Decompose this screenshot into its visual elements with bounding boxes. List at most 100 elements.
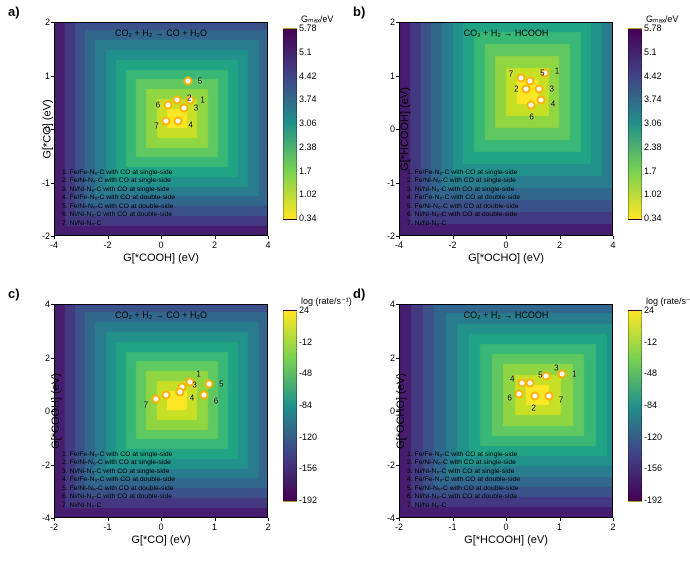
colorbar-tick: 2.38	[299, 142, 317, 152]
xtick-mark	[215, 518, 216, 521]
ytick: 0	[375, 406, 395, 416]
xtick: 0	[503, 522, 508, 532]
legend-row: 1. Fe/Fe-N₆-C with CO at single-side	[62, 451, 175, 459]
colorbar-tick: -48	[644, 368, 657, 378]
xtick-mark	[54, 236, 55, 239]
legend-c: 1. Fe/Fe-N₆-C with CO at single-side2. F…	[62, 451, 175, 510]
colorbar-b: Gₘₐₓ/eV 5.785.14.423.743.062.381.71.020.…	[628, 16, 684, 230]
legend-row: 4. Fe/Fe-N₆-C with CO at double-side	[407, 476, 520, 484]
colorbar-tick: -84	[299, 400, 312, 410]
colorbar-tick: -120	[644, 432, 662, 442]
colorbar-tick: -156	[644, 463, 662, 473]
xtick-mark	[161, 518, 162, 521]
legend-row: 4. Fe/Fe-N₆-C with CO at double-side	[407, 194, 520, 202]
ytick: -4	[375, 513, 395, 523]
plot-d-area: CO₂ + H₂ → HCOOH 1234567 G[*OCHO] (eV) G…	[399, 304, 613, 518]
plot-a-area: CO₂ + H₂ → CO + H₂O 1234567 G[*CO] (eV) …	[54, 22, 268, 236]
xtick-mark	[453, 518, 454, 521]
panel-b: b) CO₂ + H₂ → HCOOH 1234567 G[*HCOOH] (e…	[345, 0, 690, 282]
colorbar-tick: 4.42	[299, 71, 317, 81]
reaction-b: CO₂ + H₂ → HCOOH	[464, 28, 549, 38]
colorbar-c-grad	[283, 310, 297, 502]
ytick-mark	[51, 465, 54, 466]
ytick-mark	[396, 76, 399, 77]
colorbar-tick: 3.74	[299, 94, 317, 104]
xtick: -4	[50, 240, 58, 250]
xtick-mark	[613, 236, 614, 239]
ytick-mark	[51, 358, 54, 359]
colorbar-tick: -120	[299, 432, 317, 442]
ytick-mark	[51, 129, 54, 130]
legend-row: 5. Fe/Ni-N₆-C with CO at double-side	[62, 485, 175, 493]
ytick: 4	[30, 299, 50, 309]
ytick-mark	[396, 236, 399, 237]
xtick-mark	[108, 518, 109, 521]
ytick: -1	[375, 178, 395, 188]
colorbar-tick: 5.1	[299, 47, 312, 57]
ytick-mark	[396, 518, 399, 519]
legend-row: 7. Ni/Ni-N₆-C	[62, 502, 175, 510]
colorbar-tick: -156	[299, 463, 317, 473]
legend-row: 5. Fe/Ni-N₆-C with CO at double-side	[407, 485, 520, 493]
xtick: 1	[557, 522, 562, 532]
xtick-mark	[268, 518, 269, 521]
ytick: 2	[30, 353, 50, 363]
legend-row: 7. Ni/Ni-N₆-C	[407, 220, 520, 228]
xtick: 0	[158, 522, 163, 532]
ytick: -2	[30, 231, 50, 241]
legend-row: 1. Fe/Fe-N₆-C with CO at single-side	[407, 169, 520, 177]
panel-a-label: a)	[8, 4, 20, 19]
legend-row: 6. Ni/Ni-N₆-C with CO at double-side	[407, 211, 520, 219]
ytick-mark	[396, 183, 399, 184]
xtick-mark	[108, 236, 109, 239]
ytick-mark	[51, 411, 54, 412]
xtick: -1	[448, 522, 456, 532]
panel-d-label: d)	[353, 286, 365, 301]
xtick: 4	[265, 240, 270, 250]
xtick-mark	[399, 236, 400, 239]
legend-row: 5. Fe/Ni-N₆-C with CO at double-side	[407, 203, 520, 211]
ytick: 4	[375, 299, 395, 309]
ytick: 1	[375, 71, 395, 81]
xlabel-d: G[*HCOOH] (eV)	[464, 534, 548, 546]
colorbar-tick: -192	[644, 495, 662, 505]
colorbar-tick: 1.7	[299, 166, 312, 176]
colorbar-c: log (rate/s⁻¹) 24-12-48-84-120-156-192	[283, 298, 339, 512]
xlabel-a: G[*COOH] (eV)	[123, 252, 199, 264]
legend-row: 2. Fe/Ni-N₆-C with CO at single-side	[62, 177, 175, 185]
legend-row: 5. Fe/Ni-N₆-C with CO at double-side	[62, 203, 175, 211]
colorbar-tick: 0.34	[299, 213, 317, 223]
xtick-mark	[161, 236, 162, 239]
colorbar-d-grad	[628, 310, 642, 502]
legend-row: 3. Ni/Ni-N₆-C with CO at single-side	[407, 468, 520, 476]
xtick-mark	[506, 518, 507, 521]
colorbar-tick: 4.42	[644, 71, 662, 81]
ytick: -2	[30, 460, 50, 470]
ytick: 2	[375, 17, 395, 27]
xtick: 2	[557, 240, 562, 250]
xtick-mark	[506, 236, 507, 239]
xtick: -2	[395, 522, 403, 532]
ytick-mark	[51, 304, 54, 305]
legend-row: 2. Fe/Ni-N₆-C with CO at single-side	[407, 177, 520, 185]
legend-row: 1. Fe/Fe-N₆-C with CO at single-side	[407, 451, 520, 459]
colorbar-tick: 5.78	[299, 23, 317, 33]
panel-a: a) CO₂ + H₂ → CO + H₂O 1234567 G[*CO] (e…	[0, 0, 345, 282]
ytick-mark	[396, 411, 399, 412]
ytick: 2	[375, 353, 395, 363]
legend-row: 3. Ni/Ni-N₆-C with CO at single-side	[62, 186, 175, 194]
colorbar-tick: 5.78	[644, 23, 662, 33]
legend-row: 7. Ni/Ni-N₆-C	[407, 502, 520, 510]
xtick: -2	[448, 240, 456, 250]
colorbar-tick: 3.06	[644, 118, 662, 128]
xtick: 2	[212, 240, 217, 250]
colorbar-tick: 3.06	[299, 118, 317, 128]
xtick-mark	[560, 236, 561, 239]
ytick-mark	[51, 518, 54, 519]
xtick-mark	[560, 518, 561, 521]
xlabel-c: G[*CO] (eV)	[131, 534, 190, 546]
colorbar-b-grad	[628, 28, 642, 220]
colorbar-tick: 1.02	[299, 189, 317, 199]
ytick: 0	[30, 124, 50, 134]
ylabel-b: G[*HCOOH] (eV)	[399, 87, 411, 171]
